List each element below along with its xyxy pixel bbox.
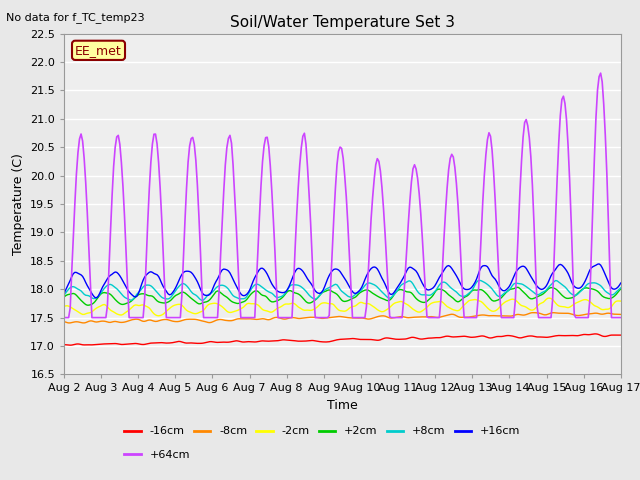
+64cm xyxy=(586,298,594,303)
Y-axis label: Temperature (C): Temperature (C) xyxy=(12,153,24,255)
-2cm xyxy=(60,303,68,309)
Line: +64cm: +64cm xyxy=(64,73,621,318)
+16cm xyxy=(595,261,603,267)
+64cm xyxy=(60,315,68,321)
-8cm xyxy=(246,316,254,322)
Line: -2cm: -2cm xyxy=(64,298,621,316)
-16cm xyxy=(130,341,138,347)
+2cm xyxy=(228,299,236,304)
+16cm xyxy=(246,286,254,292)
Line: +8cm: +8cm xyxy=(64,280,621,300)
+16cm xyxy=(93,295,100,300)
-2cm xyxy=(155,313,163,319)
+8cm xyxy=(305,292,313,298)
+8cm xyxy=(60,292,68,298)
Title: Soil/Water Temperature Set 3: Soil/Water Temperature Set 3 xyxy=(230,15,455,30)
-2cm xyxy=(255,303,263,309)
+8cm xyxy=(589,280,596,286)
-2cm xyxy=(617,298,625,304)
-16cm xyxy=(617,332,625,338)
Text: No data for f_TC_temp23: No data for f_TC_temp23 xyxy=(6,12,145,23)
-8cm xyxy=(255,316,263,322)
+2cm xyxy=(513,285,521,290)
+16cm xyxy=(130,293,138,299)
+64cm xyxy=(254,249,262,254)
+2cm xyxy=(255,290,263,296)
+8cm xyxy=(228,291,236,297)
+64cm xyxy=(617,315,625,321)
+64cm xyxy=(303,164,311,170)
+64cm xyxy=(226,132,234,138)
+8cm xyxy=(246,288,254,294)
-2cm xyxy=(546,295,554,301)
-16cm xyxy=(305,338,313,344)
-8cm xyxy=(130,316,138,322)
+16cm xyxy=(255,267,263,273)
+2cm xyxy=(130,296,138,301)
-8cm xyxy=(589,311,596,316)
-8cm xyxy=(305,314,313,320)
Legend: +64cm: +64cm xyxy=(120,446,195,465)
+16cm xyxy=(588,265,595,271)
Line: +16cm: +16cm xyxy=(64,264,621,298)
-16cm xyxy=(592,331,600,337)
-8cm xyxy=(228,318,236,324)
+8cm xyxy=(617,285,625,291)
+8cm xyxy=(129,297,136,303)
-2cm xyxy=(129,304,136,310)
Text: EE_met: EE_met xyxy=(75,44,122,57)
-2cm xyxy=(228,310,236,315)
-2cm xyxy=(246,301,254,307)
+8cm xyxy=(476,277,483,283)
-16cm xyxy=(60,342,68,348)
+16cm xyxy=(305,278,313,284)
-8cm xyxy=(617,312,625,317)
+64cm xyxy=(596,70,604,76)
-8cm xyxy=(60,319,68,324)
+64cm xyxy=(129,315,136,321)
-16cm xyxy=(588,332,595,337)
+64cm xyxy=(244,315,252,321)
+2cm xyxy=(246,292,254,298)
+2cm xyxy=(617,286,625,292)
+16cm xyxy=(617,280,625,286)
-2cm xyxy=(305,307,313,313)
-16cm xyxy=(67,342,74,348)
+8cm xyxy=(198,298,206,303)
-16cm xyxy=(228,339,236,345)
X-axis label: Time: Time xyxy=(327,399,358,412)
+2cm xyxy=(589,286,596,292)
Line: +2cm: +2cm xyxy=(64,288,621,305)
-2cm xyxy=(589,301,596,307)
-16cm xyxy=(255,338,263,344)
Line: -8cm: -8cm xyxy=(64,312,621,323)
+16cm xyxy=(60,290,68,296)
+2cm xyxy=(305,300,313,306)
-8cm xyxy=(530,310,538,315)
+2cm xyxy=(60,294,68,300)
+8cm xyxy=(255,282,263,288)
+16cm xyxy=(228,273,236,279)
+2cm xyxy=(83,302,91,308)
Line: -16cm: -16cm xyxy=(64,334,621,345)
-16cm xyxy=(246,339,254,345)
-8cm xyxy=(65,320,72,326)
